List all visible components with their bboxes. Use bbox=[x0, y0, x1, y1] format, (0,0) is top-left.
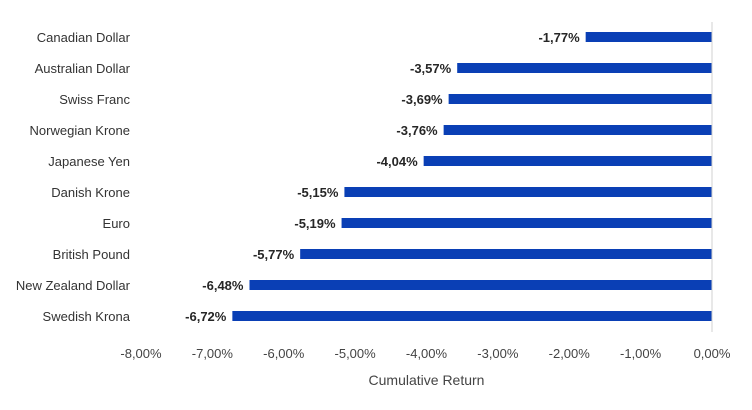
category-label-norwegian-krone: Norwegian Krone bbox=[30, 123, 130, 138]
data-label-danish-krone: -5,15% bbox=[297, 185, 339, 200]
category-label-british-pound: British Pound bbox=[53, 247, 130, 262]
bar-new-zealand-dollar bbox=[249, 280, 713, 290]
x-tick-label: -8,00% bbox=[120, 346, 162, 361]
data-label-euro: -5,19% bbox=[294, 216, 336, 231]
data-label-canadian-dollar: -1,77% bbox=[538, 30, 580, 45]
data-label-norwegian-krone: -3,76% bbox=[396, 123, 438, 138]
category-label-australian-dollar: Australian Dollar bbox=[35, 61, 131, 76]
x-tick-label: -6,00% bbox=[263, 346, 305, 361]
category-label-canadian-dollar: Canadian Dollar bbox=[37, 30, 131, 45]
category-label-euro: Euro bbox=[103, 216, 130, 231]
x-tick-label: -5,00% bbox=[335, 346, 377, 361]
category-label-danish-krone: Danish Krone bbox=[51, 185, 130, 200]
x-tick-label: -2,00% bbox=[549, 346, 591, 361]
data-label-japanese-yen: -4,04% bbox=[376, 154, 418, 169]
category-labels: Canadian Dollar Australian Dollar Swiss Fr… bbox=[16, 30, 131, 324]
bar-euro bbox=[341, 218, 712, 228]
bar-canadian-dollar bbox=[585, 32, 712, 42]
data-label-swiss-franc: -3,69% bbox=[401, 92, 443, 107]
x-tick-label: -4,00% bbox=[406, 346, 448, 361]
data-label-australian-dollar: -3,57% bbox=[410, 61, 452, 76]
bar-norwegian-krone bbox=[443, 125, 712, 135]
bar-swiss-franc bbox=[448, 94, 712, 104]
category-label-swedish-krona: Swedish Krona bbox=[43, 309, 131, 324]
bar-british-pound bbox=[300, 249, 712, 259]
data-label-british-pound: -5,77% bbox=[253, 247, 295, 262]
x-axis-title: Cumulative Return bbox=[369, 372, 485, 388]
bars-group bbox=[232, 32, 713, 321]
category-label-japanese-yen: Japanese Yen bbox=[48, 154, 130, 169]
category-label-new-zealand-dollar: New Zealand Dollar bbox=[16, 278, 131, 293]
x-axis-tick-labels: -8,00% -7,00% -6,00% -5,00% -4,00% -3,00% -2,0… bbox=[120, 346, 730, 361]
category-label-swiss-franc: Swiss Franc bbox=[59, 92, 130, 107]
x-tick-label: -1,00% bbox=[620, 346, 662, 361]
x-tick-label: -3,00% bbox=[477, 346, 519, 361]
data-label-new-zealand-dollar: -6,48% bbox=[202, 278, 244, 293]
bar-japanese-yen bbox=[423, 156, 712, 166]
data-labels: -1,77% -3,57% -3,69% -3,76% -4,04% -5,15% -5,1… bbox=[185, 30, 580, 324]
bar-danish-krone bbox=[344, 187, 712, 197]
data-label-swedish-krona: -6,72% bbox=[185, 309, 227, 324]
bar-australian-dollar bbox=[457, 63, 712, 73]
bar-swedish-krona bbox=[232, 311, 713, 321]
x-tick-label: -7,00% bbox=[192, 346, 234, 361]
x-tick-label: 0,00% bbox=[694, 346, 731, 361]
